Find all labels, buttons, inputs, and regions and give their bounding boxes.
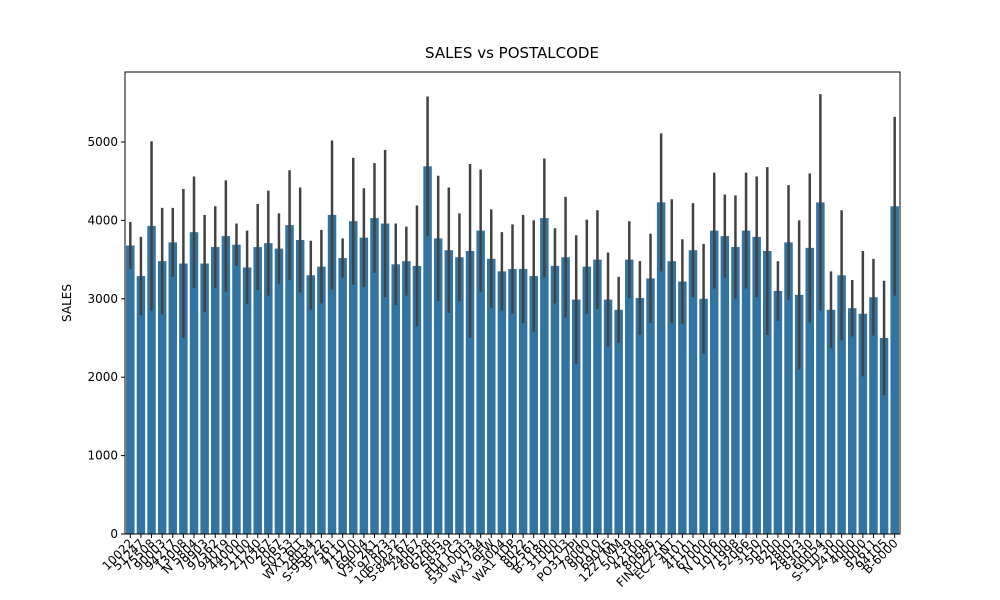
bar <box>699 298 708 534</box>
plot-frame <box>124 71 901 535</box>
bar <box>487 258 496 534</box>
y-tick-label: 3000 <box>87 292 118 306</box>
bar <box>327 214 337 534</box>
bar <box>731 247 740 534</box>
bar <box>126 245 135 534</box>
bar <box>168 242 178 534</box>
bar <box>465 250 475 535</box>
bar <box>317 266 326 534</box>
bar <box>890 206 899 534</box>
bar <box>784 242 793 534</box>
bar <box>593 259 602 534</box>
y-tick-label: 5000 <box>87 135 118 149</box>
bar <box>476 230 485 534</box>
bar <box>380 223 390 535</box>
bar <box>773 290 783 534</box>
bar <box>200 263 209 534</box>
bar <box>561 257 570 534</box>
bar <box>157 261 167 534</box>
bar <box>826 309 836 534</box>
bar <box>242 267 252 534</box>
bar <box>497 271 507 534</box>
bar <box>508 269 517 534</box>
bar <box>688 250 698 534</box>
bar <box>816 202 825 534</box>
bar <box>752 236 761 534</box>
bar <box>306 275 316 534</box>
bar <box>614 309 623 534</box>
bar <box>136 276 146 534</box>
bar <box>455 257 464 534</box>
bar <box>295 240 305 534</box>
bar <box>402 261 411 534</box>
bar <box>847 308 857 534</box>
bar <box>147 225 156 535</box>
bar <box>646 278 655 534</box>
bar <box>529 276 538 534</box>
y-tick-label: 1000 <box>87 449 118 463</box>
bar <box>264 243 273 534</box>
bar <box>349 221 358 534</box>
bar <box>582 266 592 534</box>
bar <box>678 281 687 534</box>
bar <box>179 263 188 534</box>
bar <box>635 298 645 534</box>
bar <box>285 225 294 534</box>
bar <box>412 265 422 534</box>
y-tick-label: 4000 <box>87 213 118 227</box>
bar <box>338 258 347 534</box>
bar <box>274 248 284 534</box>
bar <box>667 261 676 534</box>
bar <box>837 275 846 534</box>
bar <box>550 265 560 534</box>
bar <box>869 297 878 534</box>
bar <box>370 218 379 534</box>
bar <box>858 313 868 534</box>
bar <box>603 299 613 534</box>
bar <box>879 338 889 534</box>
bar <box>540 218 549 534</box>
bar <box>625 259 634 534</box>
bar <box>656 202 666 534</box>
bar <box>444 250 454 534</box>
bar <box>189 232 199 535</box>
bar <box>253 247 262 534</box>
bar <box>741 230 751 534</box>
y-tick-label: 0 <box>110 527 118 541</box>
bar <box>805 247 815 535</box>
chart-title: SALES vs POSTALCODE <box>425 44 599 62</box>
bar <box>518 269 528 534</box>
bar <box>359 237 369 534</box>
bar <box>571 299 581 534</box>
bar <box>433 238 443 535</box>
bar <box>391 264 400 534</box>
bar <box>794 294 804 534</box>
bar <box>763 250 772 535</box>
bar <box>720 236 730 534</box>
bar <box>210 247 220 534</box>
y-tick-label: 2000 <box>87 370 118 384</box>
bar <box>709 230 719 534</box>
bar <box>232 244 241 535</box>
bar <box>221 236 231 534</box>
bar <box>423 166 432 534</box>
y-axis-label: SALES <box>60 284 74 322</box>
